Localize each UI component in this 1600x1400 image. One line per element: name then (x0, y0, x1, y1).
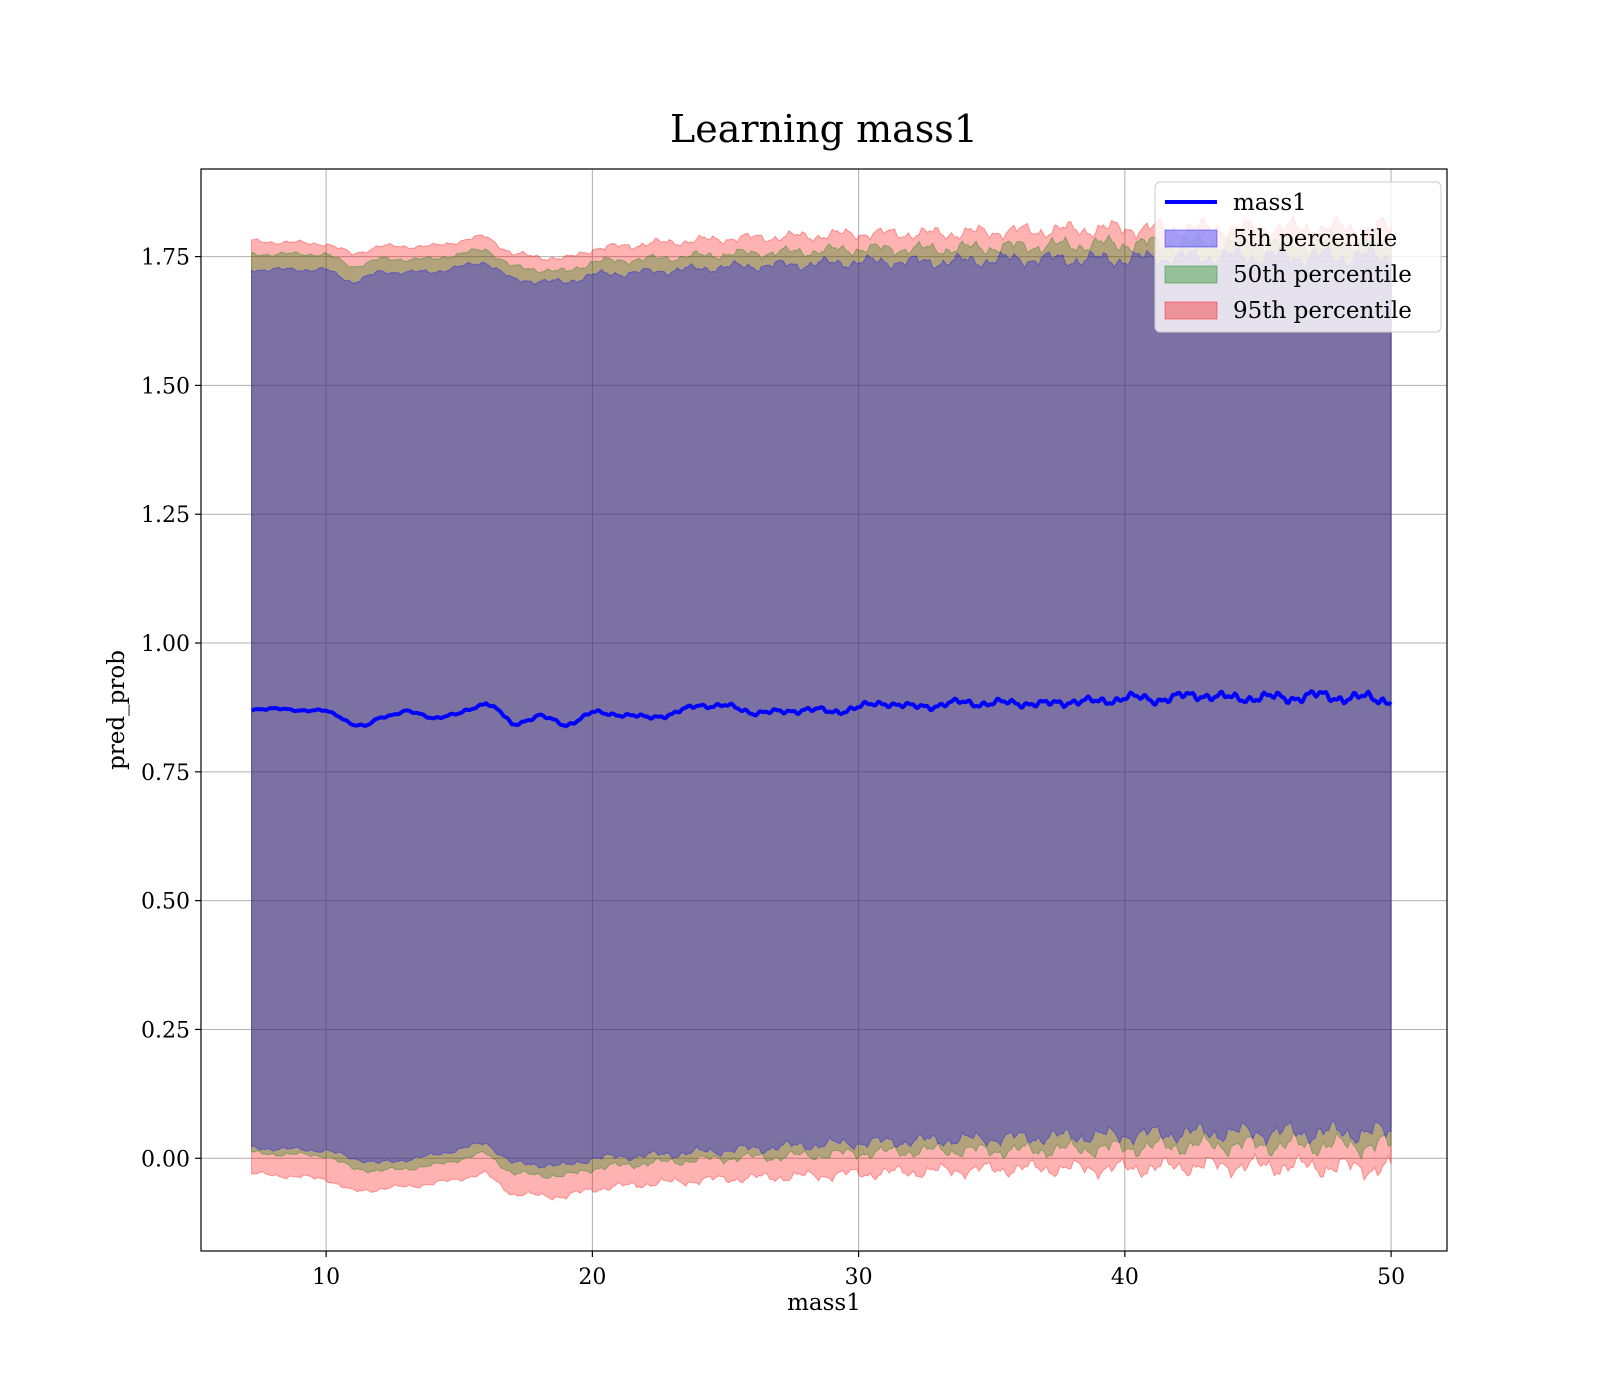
legend-label-0: mass1 (1233, 190, 1307, 216)
chart-title: Learning mass1 (670, 107, 978, 151)
legend-box (1154, 181, 1442, 333)
x-tick-label-2: 30 (845, 1265, 873, 1290)
legend-label-1: 5th percentile (1233, 226, 1397, 252)
band-50th-percentile (251, 227, 1392, 1180)
y-tick-label-5: 1.25 (141, 503, 190, 528)
line-mass1 (251, 689, 1393, 729)
x-tick-label-0: 10 (312, 1265, 340, 1290)
y-axis-label: pred_prob (104, 650, 130, 770)
y-tick-label-2: 0.50 (141, 890, 190, 915)
x-axis-label: mass1 (787, 1290, 861, 1316)
line-series (251, 689, 1393, 729)
legend-label-2: 50th percentile (1233, 262, 1412, 288)
y-tick-label-3: 0.75 (141, 761, 190, 786)
legend-swatch-2 (1164, 265, 1218, 284)
legend-label-3: 95th percentile (1233, 298, 1412, 324)
legend-swatch-1 (1164, 229, 1218, 248)
y-tick-label-7: 1.75 (141, 246, 190, 271)
plot-frame (200, 168, 1448, 1252)
y-tick-label-0: 0.00 (141, 1147, 190, 1172)
y-tick-label-6: 1.50 (141, 374, 190, 399)
x-tick-label-1: 20 (578, 1265, 606, 1290)
y-tick-label-1: 0.25 (141, 1018, 190, 1043)
x-tick-label-3: 40 (1111, 1265, 1139, 1290)
x-tick-label-4: 50 (1377, 1265, 1405, 1290)
y-tick-label-4: 1.00 (141, 632, 190, 657)
legend-swatch-3 (1164, 301, 1218, 320)
axis-ticks: 10 20 30 40 50 0.00 0.25 0.50 0.75 1.00 1.25 1.50 1.… (141, 246, 1405, 1290)
legend: mass1 5th percentile 50th percentile 95th p… (1154, 181, 1442, 333)
